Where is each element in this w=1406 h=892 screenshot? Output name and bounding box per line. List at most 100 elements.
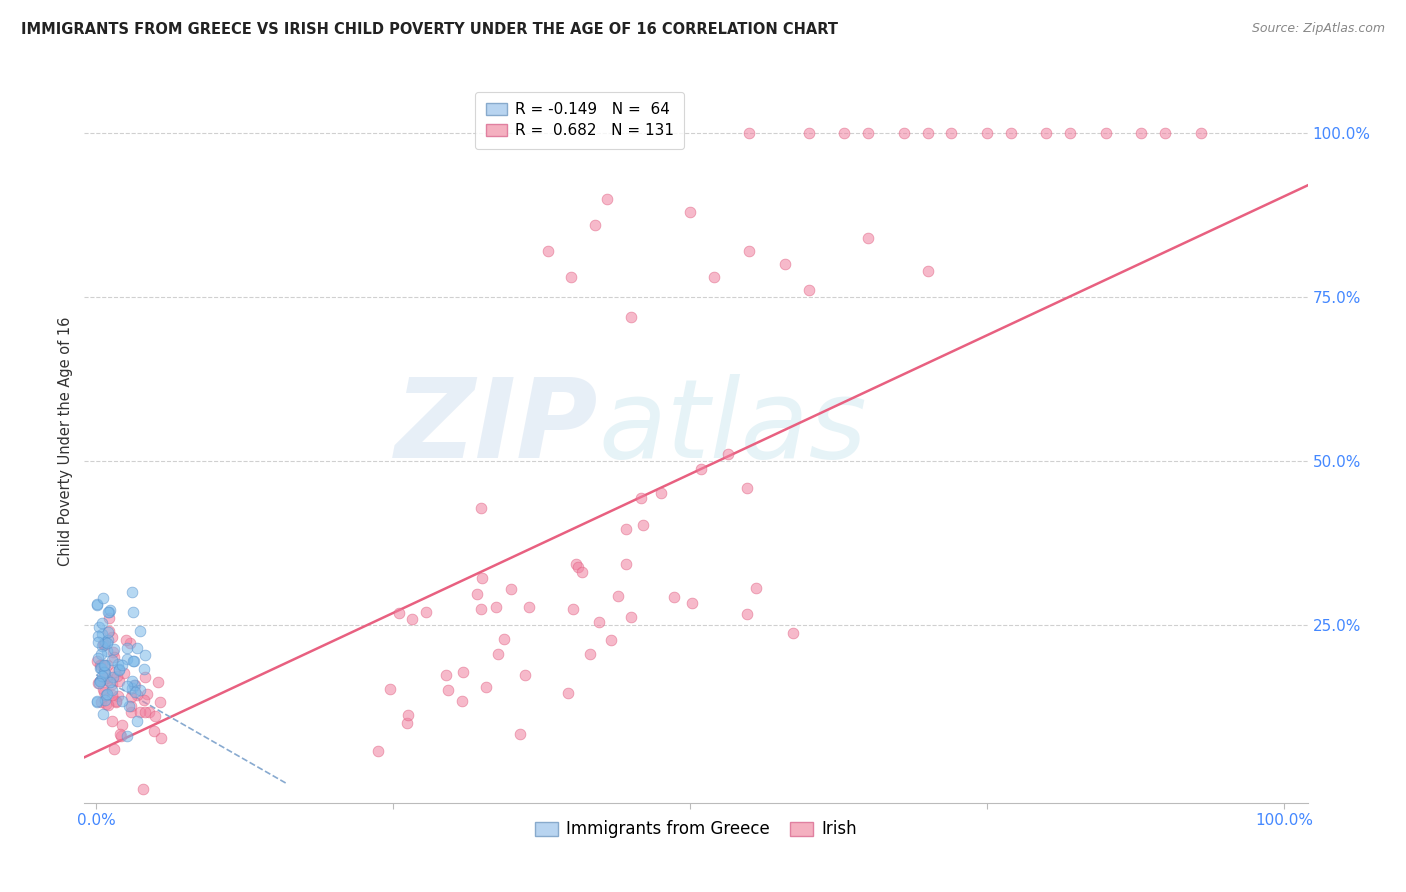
Point	[97, 605, 120, 619]
Point	[470, 602, 492, 616]
Point	[401, 612, 423, 626]
Point	[89, 658, 111, 673]
Point	[620, 610, 643, 624]
Point	[90, 658, 112, 673]
Point	[631, 518, 654, 533]
Point	[396, 708, 419, 723]
Point	[471, 572, 494, 586]
Point	[89, 660, 111, 674]
Point	[94, 635, 117, 649]
Point	[115, 633, 138, 648]
Point	[773, 257, 796, 271]
Point	[120, 690, 142, 704]
Point	[108, 664, 131, 678]
Point	[650, 486, 672, 500]
Point	[93, 657, 115, 672]
Point	[620, 310, 643, 324]
Point	[893, 126, 915, 140]
Point	[94, 657, 117, 672]
Point	[96, 644, 118, 658]
Point	[86, 597, 108, 611]
Point	[98, 605, 121, 619]
Point	[121, 673, 143, 688]
Point	[599, 633, 621, 648]
Point	[596, 192, 619, 206]
Point	[120, 699, 142, 714]
Point	[132, 781, 155, 796]
Point	[134, 648, 156, 663]
Point	[101, 714, 124, 728]
Point	[465, 587, 488, 601]
Point	[127, 714, 149, 728]
Point	[91, 591, 114, 606]
Point	[536, 244, 558, 258]
Point	[567, 559, 589, 574]
Point	[681, 596, 703, 610]
Point	[101, 682, 124, 697]
Point	[107, 662, 129, 676]
Point	[134, 705, 156, 719]
Point	[100, 689, 122, 703]
Point	[107, 689, 129, 703]
Point	[121, 606, 143, 620]
Point	[367, 744, 389, 758]
Point	[1035, 126, 1057, 140]
Point	[745, 581, 768, 595]
Point	[475, 681, 498, 695]
Point	[571, 565, 593, 579]
Point	[856, 231, 879, 245]
Point	[104, 665, 127, 679]
Point	[703, 270, 725, 285]
Point	[101, 653, 124, 667]
Point	[87, 629, 110, 643]
Point	[450, 694, 472, 708]
Point	[134, 662, 156, 676]
Point	[89, 674, 111, 689]
Point	[557, 686, 579, 700]
Point	[100, 630, 122, 644]
Text: ZIP: ZIP	[395, 374, 598, 481]
Text: Source: ZipAtlas.com: Source: ZipAtlas.com	[1251, 22, 1385, 36]
Point	[90, 647, 112, 661]
Point	[128, 624, 150, 638]
Point	[834, 126, 856, 140]
Point	[614, 557, 637, 571]
Point	[87, 676, 110, 690]
Point	[606, 589, 628, 603]
Point	[96, 658, 118, 673]
Point	[976, 126, 998, 140]
Point	[135, 687, 157, 701]
Point	[378, 681, 401, 696]
Point	[485, 600, 508, 615]
Point	[1000, 126, 1022, 140]
Point	[388, 607, 411, 621]
Point	[117, 729, 139, 743]
Point	[415, 605, 437, 619]
Point	[91, 615, 114, 630]
Point	[115, 679, 138, 693]
Point	[111, 717, 134, 731]
Point	[1094, 126, 1116, 140]
Point	[150, 731, 173, 745]
Point	[101, 670, 124, 684]
Point	[738, 126, 761, 140]
Point	[1130, 126, 1153, 140]
Point	[110, 729, 132, 743]
Point	[451, 665, 474, 680]
Point	[143, 708, 166, 723]
Point	[437, 682, 460, 697]
Point	[97, 624, 120, 639]
Point	[96, 688, 118, 702]
Point	[737, 481, 759, 495]
Text: atlas: atlas	[598, 374, 866, 481]
Point	[90, 669, 112, 683]
Point	[112, 665, 135, 680]
Point	[716, 447, 738, 461]
Point	[93, 638, 115, 652]
Text: IMMIGRANTS FROM GREECE VS IRISH CHILD POVERTY UNDER THE AGE OF 16 CORRELATION CH: IMMIGRANTS FROM GREECE VS IRISH CHILD PO…	[21, 22, 838, 37]
Point	[560, 270, 582, 285]
Point	[630, 491, 652, 506]
Point	[917, 264, 939, 278]
Point	[508, 727, 530, 741]
Point	[492, 632, 515, 647]
